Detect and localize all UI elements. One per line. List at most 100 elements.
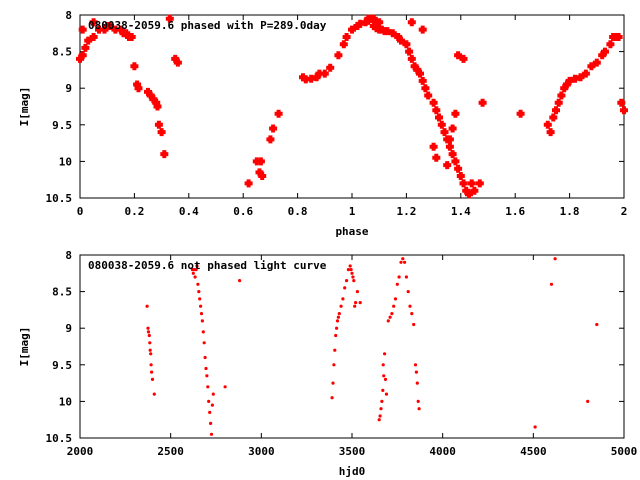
data-point	[134, 84, 143, 93]
y-axis-label: I[mag]	[18, 87, 31, 127]
data-point	[408, 304, 412, 308]
data-point	[201, 330, 205, 334]
data-point	[149, 363, 153, 367]
data-point	[150, 377, 155, 381]
x-tick-label: 3500	[339, 445, 366, 458]
data-point	[459, 179, 468, 188]
data-point	[358, 301, 362, 305]
data-point	[432, 106, 441, 115]
data-point	[467, 179, 476, 188]
data-point	[341, 297, 345, 301]
data-point	[406, 290, 410, 294]
data-point	[339, 304, 343, 308]
data-point	[345, 279, 349, 283]
data-point	[191, 271, 195, 275]
data-point	[206, 385, 210, 389]
data-point	[440, 128, 449, 137]
data-point	[335, 319, 340, 323]
data-point	[256, 157, 265, 166]
data-point	[160, 150, 169, 159]
data-point	[407, 54, 416, 63]
data-point	[429, 98, 438, 107]
y-tick-label: 8	[65, 249, 72, 262]
data-point	[384, 392, 389, 396]
data-point	[350, 271, 354, 275]
data-point	[211, 392, 215, 396]
data-point	[402, 40, 411, 49]
x-tick-label: 4500	[520, 445, 547, 458]
data-point	[377, 418, 381, 422]
data-series	[145, 257, 599, 436]
data-point	[204, 366, 208, 371]
data-point	[410, 312, 414, 316]
data-point	[543, 120, 552, 129]
data-point	[601, 47, 609, 56]
data-point	[380, 399, 384, 403]
data-point	[342, 33, 351, 41]
x-tick-label: 1	[349, 205, 356, 218]
y-tick-label: 10	[59, 155, 72, 168]
x-tick-label: 2	[621, 205, 628, 218]
data-point	[351, 275, 355, 279]
data-point	[331, 381, 335, 385]
data-point	[459, 54, 468, 63]
x-tick-label: 5000	[611, 445, 638, 458]
data-point	[203, 355, 207, 360]
data-point	[475, 179, 484, 188]
data-point	[148, 348, 152, 352]
data-point	[194, 268, 198, 272]
data-point	[353, 304, 357, 308]
data-point	[210, 403, 214, 407]
data-point	[78, 51, 87, 60]
data-point	[330, 396, 334, 400]
data-point	[424, 91, 433, 100]
x-tick-label: 3000	[248, 445, 275, 458]
data-point	[326, 63, 335, 72]
data-point	[269, 124, 278, 133]
data-point	[334, 333, 338, 338]
data-point	[335, 326, 339, 330]
data-point	[405, 47, 414, 56]
data-point	[199, 304, 203, 308]
x-axis-label: phase	[335, 225, 368, 238]
y-tick-label: 9	[65, 82, 72, 95]
data-point	[421, 84, 430, 93]
y-tick-label: 8.5	[52, 286, 72, 299]
data-point	[418, 76, 427, 85]
data-point	[199, 312, 204, 316]
data-point	[146, 326, 150, 330]
data-point	[150, 370, 154, 374]
y-axis-label: I[mag]	[18, 327, 31, 367]
data-point	[620, 106, 628, 115]
x-tick-label: 0.4	[179, 205, 199, 218]
data-point	[614, 33, 623, 41]
data-point	[149, 352, 153, 356]
data-point	[266, 135, 275, 144]
x-tick-label: 2500	[157, 445, 184, 458]
data-point	[332, 363, 336, 367]
data-point	[403, 260, 407, 264]
x-tick-label: 0.6	[233, 205, 253, 218]
data-point	[395, 282, 399, 286]
data-point	[209, 421, 213, 425]
data-point	[157, 128, 166, 137]
data-point	[549, 282, 554, 286]
data-point	[478, 98, 487, 107]
data-point	[193, 275, 197, 279]
data-point	[407, 18, 416, 27]
data-point	[581, 69, 590, 78]
data-point	[470, 186, 479, 195]
data-point	[443, 161, 452, 170]
data-point	[343, 286, 347, 290]
data-point	[165, 14, 174, 23]
data-point	[196, 282, 200, 286]
unphased-light-curve-panel: 2000 2500 3000 3500 4000 4500 5000 8 8.5 9 9.5 10 10…	[18, 249, 637, 478]
data-point	[333, 348, 337, 352]
data-point	[557, 91, 566, 100]
data-point	[198, 297, 202, 301]
data-point	[451, 109, 460, 118]
data-point	[355, 290, 359, 294]
data-point	[432, 153, 441, 162]
data-point	[392, 304, 396, 308]
data-point	[337, 312, 341, 316]
